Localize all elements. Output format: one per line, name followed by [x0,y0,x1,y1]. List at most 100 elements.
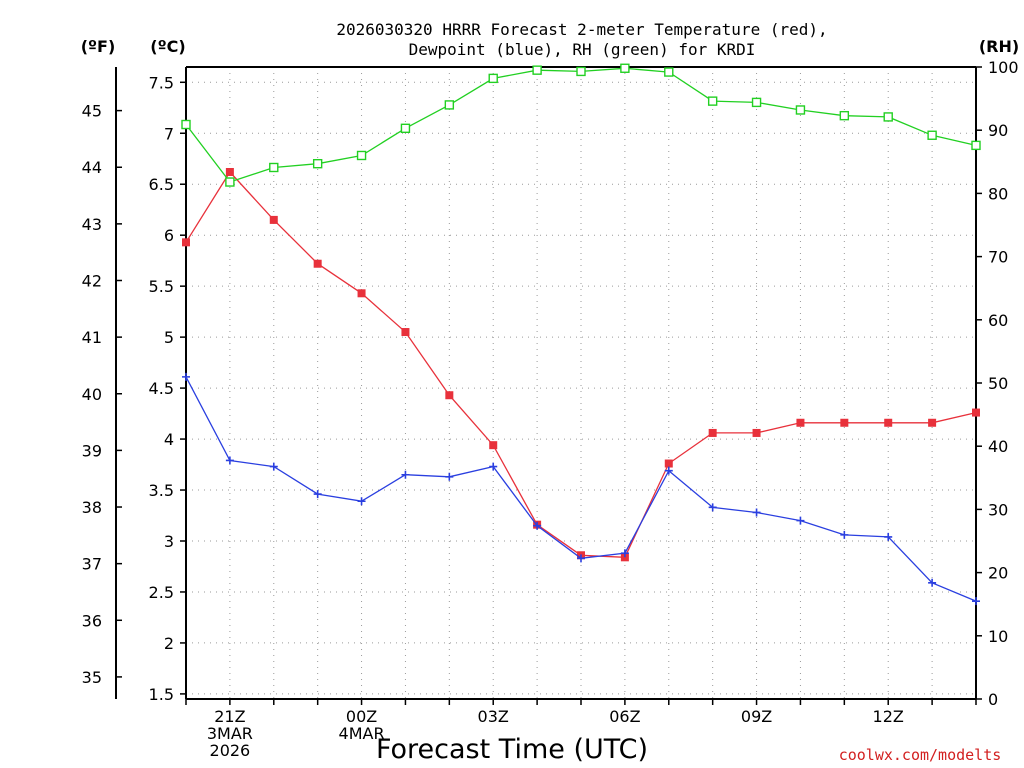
dewpoint-point [752,508,761,517]
x-tick-label: 21Z [214,707,245,726]
rh-tick-label: 30 [988,500,1008,519]
rh-point [312,158,323,169]
temperature-point [313,259,322,268]
temperature-point [489,441,498,450]
rh-point [839,110,850,121]
rh-point [576,66,586,77]
temperature-point [708,428,717,437]
dewpoint-point [445,472,454,481]
labels: 1.5 2 2.5 3 3.5 4 4.5 5 5.5 6 6.5 7 7.5 35 36 37 38 39 40 4… [82,58,1019,760]
celsius-tick-label: 4.5 [149,379,174,398]
temperature-point [972,408,980,417]
dewpoint-point [269,462,278,471]
temperature-point [269,215,278,224]
dewpoint-point [577,554,585,563]
celsius-tick-label: 5 [164,328,174,347]
dewpoint-point [182,372,190,381]
gridlines [186,67,976,699]
x-tick-label: 03Z [478,707,509,726]
temperature-point [752,428,761,437]
dewpoint-point [796,516,805,525]
series [181,63,981,606]
x-tick-label: 3MAR [207,724,253,743]
rh-point [927,130,937,140]
dewpoint-point [401,470,410,479]
x-tick-label: 2026 [210,741,251,760]
dewpoint-point [357,497,366,506]
fahrenheit-tick-label: 44 [82,158,102,177]
dewpoint-point [884,532,893,541]
fahrenheit-tick-label: 38 [82,498,102,517]
rh-point [269,162,279,173]
celsius-tick-label: 7.5 [149,73,174,92]
fahrenheit-tick-label: 36 [82,611,102,630]
celsius-tick-label: 3.5 [149,481,174,500]
rh-tick-label: 90 [988,121,1008,140]
rh-tick-label: 60 [988,311,1008,330]
x-tick-label: 4MAR [339,724,385,743]
rh-point [620,63,630,73]
chart-title-line1: 2026030320 HRRR Forecast 2-meter Tempera… [336,20,827,39]
dewpoint-point [225,456,234,465]
rh-point [751,97,762,108]
dewpoint-point [489,462,498,471]
rh-tick-label: 80 [988,184,1008,203]
rh-point [795,105,806,115]
rh-tick-label: 20 [988,564,1008,583]
celsius-tick-label: 4 [164,430,174,449]
dewpoint-point [620,549,629,558]
rh-point [707,96,718,106]
temperature-point [620,553,629,562]
temperature-point [664,459,673,468]
x-tick-label: 00Z [346,707,377,726]
credit-text: coolwx.com/modelts [839,746,1002,764]
temperature-point [445,391,454,400]
dewpoint-point [533,521,542,530]
rh-tick-label: 40 [988,437,1008,456]
x-axis-title: Forecast Time (UTC) [376,734,648,765]
rh-point [488,73,498,84]
rh-point [883,112,893,122]
x-tick-label: 06Z [609,707,640,726]
celsius-tick-label: 2 [164,634,174,653]
rh-unit-label: (RH) [979,37,1019,56]
fahrenheit-tick-label: 39 [82,441,102,460]
rh-tick-label: 50 [988,374,1008,393]
celsius-tick-label: 1.5 [149,685,174,704]
fahrenheit-tick-label: 41 [82,328,102,347]
temperature-point [928,418,937,427]
dewpoint-line [185,376,977,602]
rh-point [356,150,367,161]
rh-point [444,100,455,110]
celsius-tick-label: 6.5 [149,175,174,194]
rh-point [664,67,674,77]
dewpoint-point [664,466,673,475]
rh-point [225,177,235,187]
fahrenheit-unit-label: (ºF) [81,37,116,56]
dewpoint-point [313,490,322,499]
celsius-tick-label: 7 [164,124,174,143]
celsius-unit-label: (ºC) [150,37,185,56]
fahrenheit-tick-label: 37 [82,555,102,574]
celsius-tick-label: 6 [164,226,174,245]
fahrenheit-tick-label: 40 [82,385,102,404]
temperature-point [401,328,410,337]
temperature-point [357,289,366,298]
rh-tick-label: 10 [988,627,1008,646]
celsius-tick-label: 3 [164,532,174,551]
dewpoint-point [840,530,849,539]
celsius-tick-label: 2.5 [149,583,174,602]
rh-point [971,140,981,151]
temperature-point [182,238,190,247]
x-tick-label: 12Z [873,707,904,726]
x-tick-label: 09Z [741,707,772,726]
fahrenheit-tick-label: 43 [82,215,102,234]
fahrenheit-tick-label: 42 [82,271,102,290]
rh-tick-label: 70 [988,248,1008,267]
dewpoint-point [708,503,717,512]
chart-title-line2: Dewpoint (blue), RH (green) for KRDI [409,40,756,59]
celsius-tick-label: 5.5 [149,277,174,296]
temperature-point [796,418,805,427]
fahrenheit-tick-label: 45 [82,102,102,121]
